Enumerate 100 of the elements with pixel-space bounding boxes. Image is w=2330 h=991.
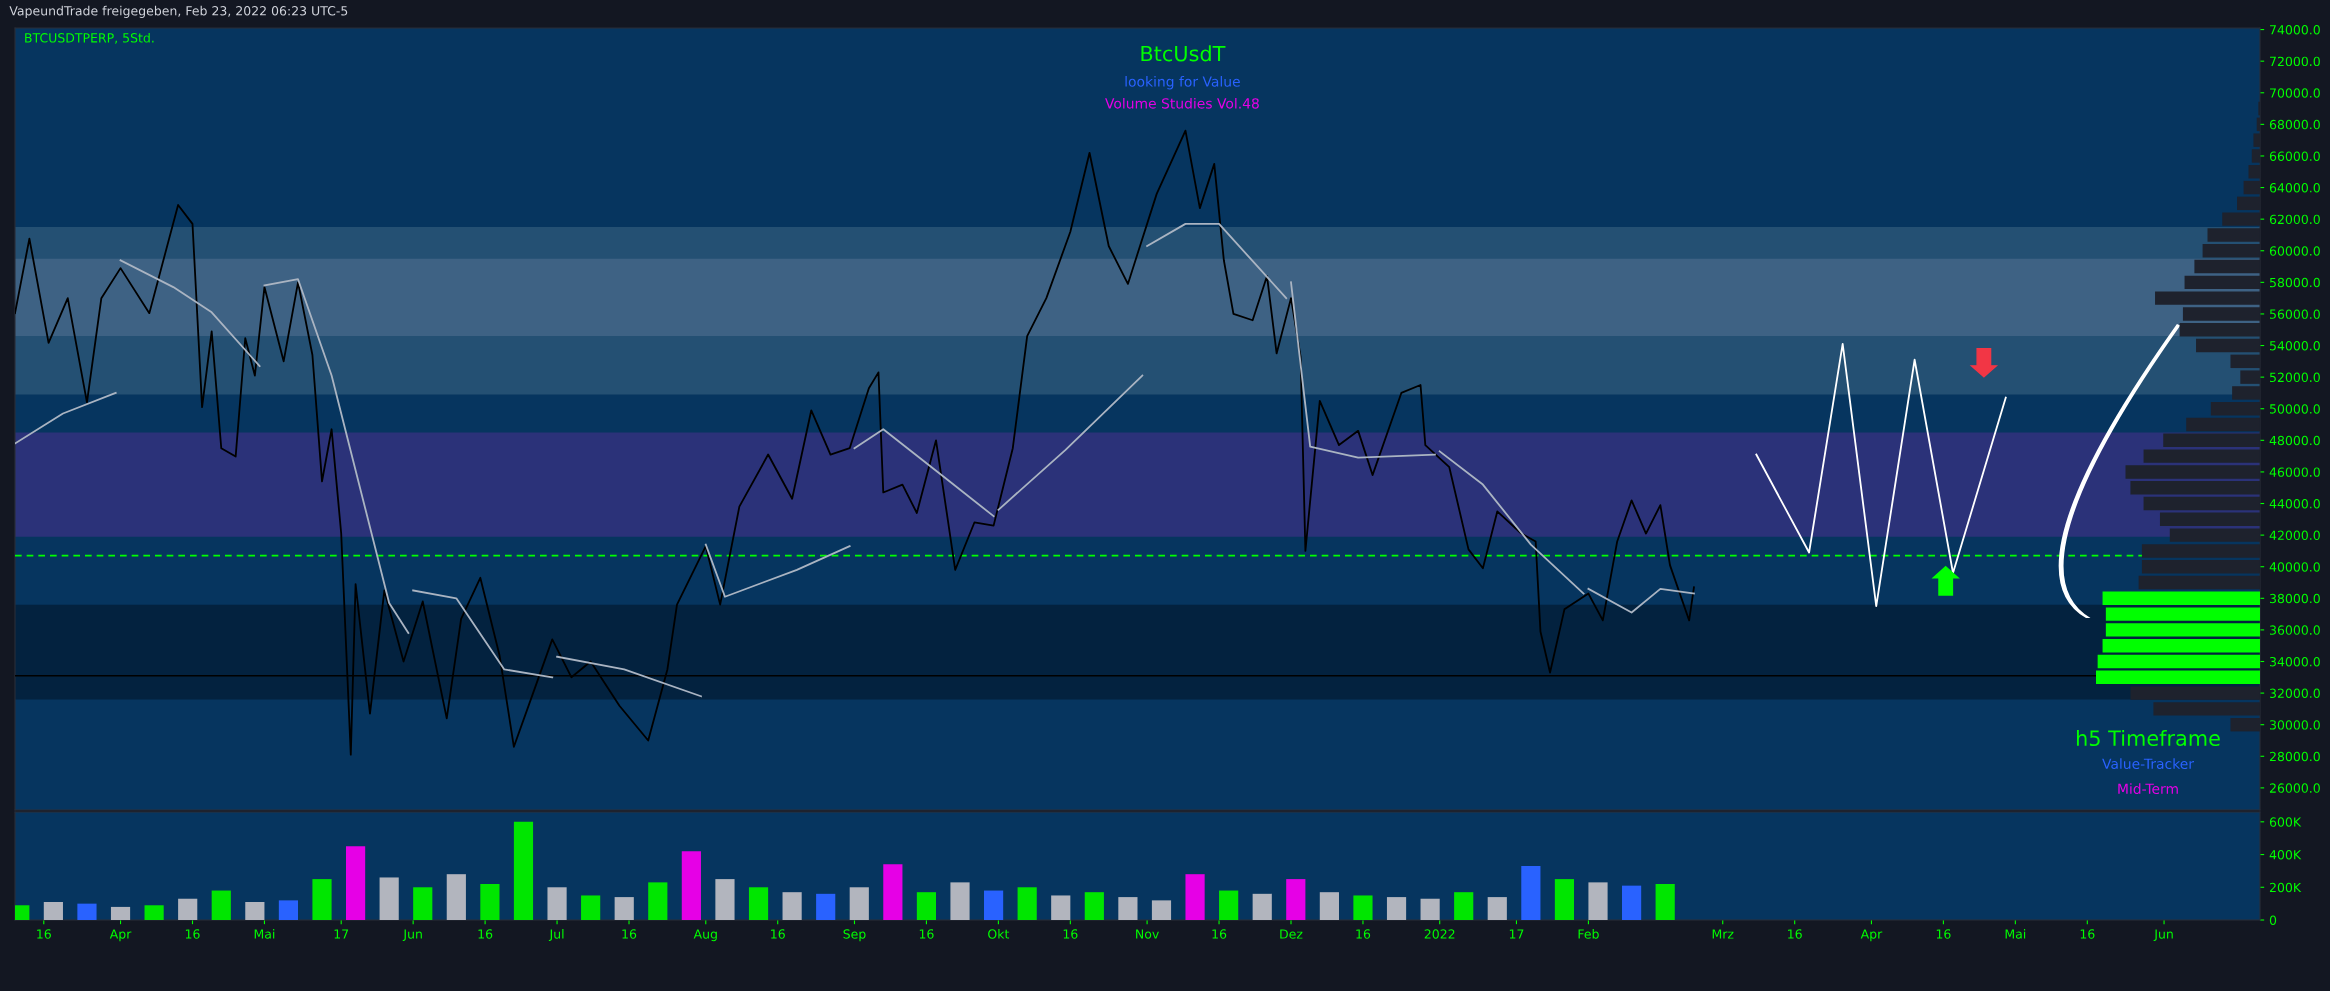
bar [278, 900, 299, 920]
y-tick-label: 70000.0 [2270, 88, 2320, 98]
x-tick-label: Jun [2153, 929, 2173, 942]
bar [379, 877, 399, 920]
y-tick-label: 42000.0 [2269, 530, 2320, 541]
bar [345, 846, 366, 920]
y-tick-label: 600K [2269, 817, 2302, 827]
y-tick-label: 34000.0 [2269, 656, 2320, 667]
x-tick-label: Jun [402, 929, 422, 942]
bar [950, 882, 970, 920]
annotation: Mid-Term [2118, 783, 2178, 795]
bar [816, 893, 836, 920]
y-tick-label: 32000.0 [2269, 688, 2320, 699]
bar [1185, 874, 1205, 920]
y-tick-label: 74000.0 [2270, 25, 2320, 35]
bar [883, 864, 903, 920]
bar [1454, 892, 1474, 920]
x-tick-label: Nov [1136, 929, 1159, 939]
x-tick-label: 16 [2080, 929, 2095, 939]
bar [2102, 638, 2260, 653]
bar [1017, 887, 1037, 920]
bar [1521, 866, 1541, 920]
y-tick-label: 64000.0 [2269, 183, 2320, 193]
bar [1554, 879, 1575, 920]
x-tick-label: Mrz [1712, 929, 1734, 939]
bar [413, 887, 433, 920]
x-tick-label: Mai [254, 929, 275, 939]
bar [849, 887, 869, 920]
y-tick-label: 50000.0 [2269, 404, 2320, 414]
x-tick-label: 16 [37, 929, 51, 939]
bar [43, 902, 63, 920]
bar [1051, 895, 1071, 920]
bar [1252, 893, 1272, 920]
bar [547, 887, 567, 920]
bar [1319, 892, 1339, 920]
y-tick-label: 46000.0 [2269, 467, 2320, 477]
bar [1286, 879, 1306, 920]
bar [2105, 607, 2260, 621]
annotation: h5 Timeframe [2076, 729, 2220, 747]
x-tick-label: Apr [109, 929, 132, 942]
x-tick-label: 16 [771, 929, 785, 939]
x-tick-label: 16 [1212, 929, 1227, 939]
bar [984, 890, 1004, 920]
x-tick-label: Dez [1280, 929, 1303, 939]
line-series [1755, 343, 2007, 608]
bar [782, 892, 802, 920]
x-tick-label: 17 [334, 929, 349, 939]
x-tick-label: Jul [548, 929, 564, 942]
x-tick-label: Apr [1860, 929, 1883, 942]
text: BtcUsdT [1141, 45, 1226, 62]
x-tick-label: 16 [622, 929, 637, 939]
bar [916, 892, 937, 920]
bar [1118, 897, 1138, 920]
y-tick-label: 0 [2269, 915, 2277, 925]
y-tick-label: 52000.0 [2269, 372, 2320, 383]
bar [1084, 892, 1104, 920]
y-tick-label: 38000.0 [2269, 593, 2320, 604]
x-tick-label: Mai [2005, 929, 2026, 939]
bar [1151, 900, 1172, 920]
y-tick-label: 30000.0 [2269, 720, 2320, 730]
y-tick-label: 36000.0 [2269, 625, 2320, 635]
bar [77, 903, 97, 920]
bar [1487, 897, 1507, 920]
x-tick-label: Okt [988, 929, 1010, 939]
bar [480, 884, 500, 920]
y-tick-label: 54000.0 [2269, 341, 2320, 351]
y-tick-label: 60000.0 [2269, 246, 2320, 256]
y-tick-label: 56000.0 [2269, 309, 2320, 319]
y-tick-label: 68000.0 [2269, 119, 2320, 130]
text: looking for Value [1125, 76, 1240, 90]
y-tick-label: 44000.0 [2269, 498, 2320, 509]
y-tick-label: 26000.0 [2269, 783, 2320, 793]
x-tick-label: 16 [919, 929, 934, 939]
bar [614, 897, 634, 920]
bar [211, 890, 231, 920]
bar [312, 879, 332, 920]
bar [1655, 884, 1675, 920]
bar [1386, 897, 1407, 920]
x-tick-label: 16 [1936, 929, 1951, 939]
bar [2096, 670, 2260, 685]
x-tick-label: Sep [843, 929, 866, 942]
bar [110, 906, 131, 920]
x-tick-label: 2022 [1424, 929, 1455, 939]
bar [1622, 885, 1642, 920]
x-tick-label: 16 [1356, 929, 1371, 939]
bar [245, 902, 265, 920]
y-tick-label: 48000.0 [2269, 435, 2320, 446]
y-tick-label: 28000.0 [2269, 751, 2320, 762]
x-tick-label: 16 [478, 929, 493, 939]
x-tick-label: Aug [693, 929, 717, 942]
bar [178, 898, 198, 920]
annotation: BTCUSDTPERP, 5Std. [25, 32, 154, 44]
bar [2097, 654, 2260, 669]
x-tick-label: 16 [1063, 929, 1078, 939]
x-tick-label: 17 [1509, 929, 1524, 939]
bar [2105, 623, 2260, 637]
annotation: Volume Studies Vol.48 [1105, 97, 1259, 109]
bar [1353, 895, 1373, 920]
bar [2102, 591, 2260, 606]
annotation: Value-Tracker [2102, 758, 2194, 770]
